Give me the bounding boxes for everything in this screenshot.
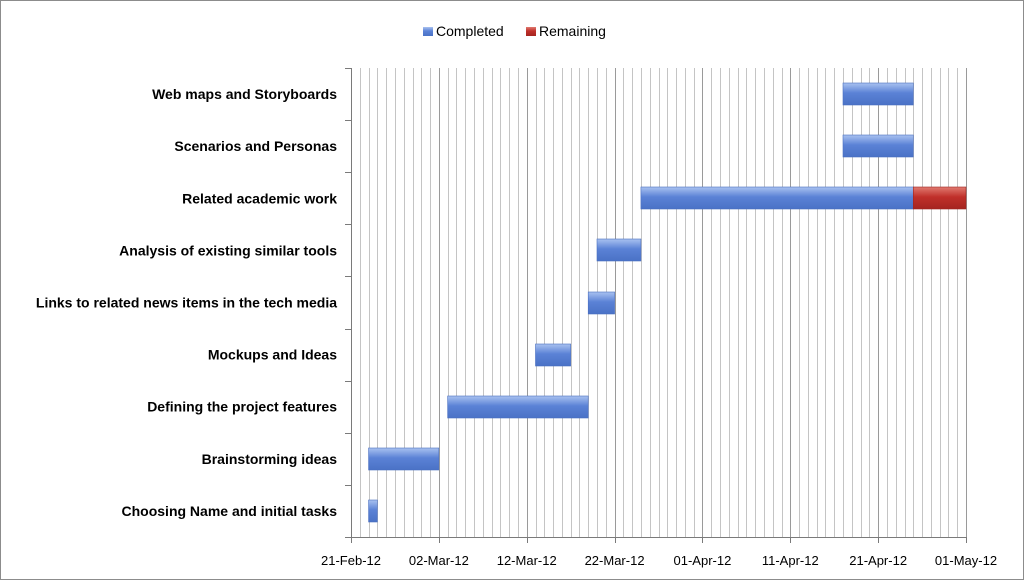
x-tick-label: 02-Mar-12 xyxy=(409,553,469,568)
task-label: Web maps and Storyboards xyxy=(152,86,337,102)
x-tick-label: 21-Apr-12 xyxy=(849,553,907,568)
x-tick-label: 21-Feb-12 xyxy=(321,553,381,568)
legend: Completed Remaining xyxy=(423,23,606,39)
x-tick-label: 01-May-12 xyxy=(935,553,997,568)
task-label: Related academic work xyxy=(182,190,337,206)
bar-completed xyxy=(842,134,914,158)
task-label: Links to related news items in the tech … xyxy=(36,295,337,311)
task-label: Brainstorming ideas xyxy=(202,451,338,467)
bar-completed xyxy=(587,291,615,315)
legend-label-completed: Completed xyxy=(436,23,504,39)
task-label: Choosing Name and initial tasks xyxy=(122,503,338,519)
x-tick-label: 22-Mar-12 xyxy=(585,553,645,568)
task-labels: Web maps and Storyboards Scenarios and Pe… xyxy=(36,86,337,519)
x-tick-label: 12-Mar-12 xyxy=(497,553,557,568)
task-label: Mockups and Ideas xyxy=(208,347,337,363)
x-axis: 21-Feb-12 02-Mar-12 12-Mar-12 22-Mar-12 01-A… xyxy=(321,68,997,568)
bar-completed xyxy=(368,447,440,471)
bar-completed xyxy=(842,82,914,106)
bar-completed xyxy=(535,343,571,367)
bar-completed xyxy=(640,186,914,210)
legend-label-remaining: Remaining xyxy=(539,23,606,39)
task-label: Analysis of existing similar tools xyxy=(119,242,337,258)
x-tick-label: 11-Apr-12 xyxy=(762,553,819,568)
task-bars xyxy=(368,82,967,523)
bar-completed xyxy=(596,238,642,262)
task-label: Defining the project features xyxy=(147,399,337,415)
bar-completed xyxy=(447,395,589,419)
x-tick-label: 01-Apr-12 xyxy=(674,553,732,568)
task-label: Scenarios and Personas xyxy=(174,138,337,154)
legend-swatch-completed xyxy=(423,27,433,36)
bar-remaining xyxy=(912,186,967,210)
bar-completed xyxy=(368,499,378,523)
legend-swatch-remaining xyxy=(526,27,536,36)
